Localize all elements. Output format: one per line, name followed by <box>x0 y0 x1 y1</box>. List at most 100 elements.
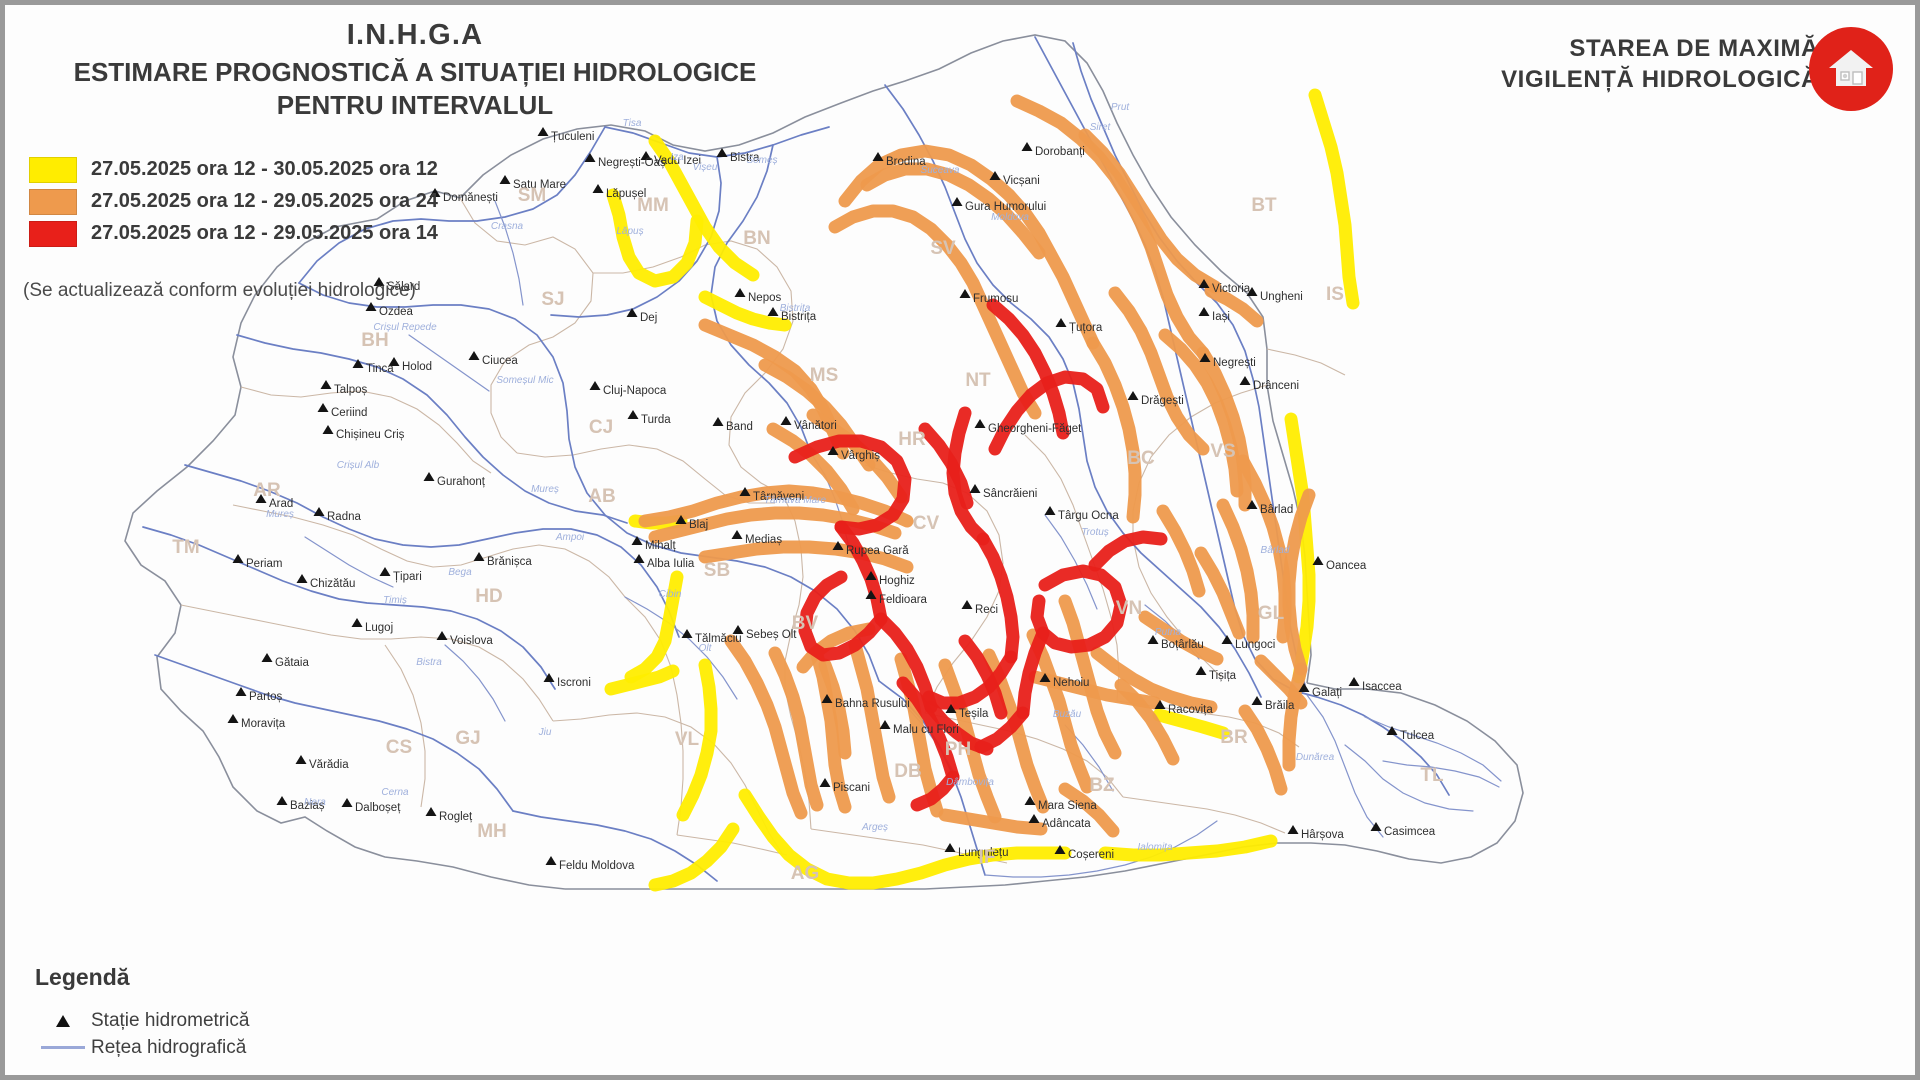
station-label: Negrești-Oaș <box>598 157 666 169</box>
station-marker <box>969 484 981 493</box>
station-marker <box>473 552 485 561</box>
station-label: Țipari <box>393 571 422 583</box>
river-label: Suceava <box>921 165 960 176</box>
station-label: Blaj <box>689 519 708 531</box>
station-marker <box>1021 142 1033 151</box>
station-marker <box>227 714 239 723</box>
update-note: (Se actualizează conform evoluției hidro… <box>23 280 416 301</box>
river-label: Crișul Alb <box>337 460 380 471</box>
station-marker <box>865 590 877 599</box>
station-marker <box>1154 700 1166 709</box>
station-marker <box>317 403 329 412</box>
station-label: Feldu Moldova <box>559 860 635 872</box>
station-label: Negrești <box>1213 357 1256 369</box>
station-marker <box>543 673 555 682</box>
legend-label-yellow: 27.05.2025 ora 12 - 30.05.2025 ora 12 <box>91 158 438 180</box>
river-label: Ialomița <box>1137 842 1172 853</box>
station-marker <box>974 419 986 428</box>
station-marker <box>499 175 511 184</box>
station-label: Gura Humorului <box>965 201 1046 213</box>
county-label: VS <box>1210 441 1235 462</box>
river-label: Mureș <box>531 484 559 495</box>
station-marker <box>1246 500 1258 509</box>
station-marker <box>1055 318 1067 327</box>
station-label: Alba Iulia <box>647 558 695 570</box>
station-label: Domănești <box>443 192 498 204</box>
legend-item-yellow: 27.05.2025 ora 12 - 30.05.2025 ora 12 <box>29 155 438 184</box>
river-label: Putna <box>1155 627 1182 638</box>
station-label: Hoghiz <box>879 575 915 587</box>
station-marker <box>865 571 877 580</box>
flooded-house-icon <box>1809 27 1893 111</box>
station-label: Baziaș <box>290 800 325 812</box>
station-label: Iscroni <box>557 677 591 689</box>
station-label: Moravița <box>241 718 286 730</box>
station-marker <box>1147 635 1159 644</box>
county-label: HR <box>898 429 926 450</box>
station-marker <box>1298 683 1310 692</box>
river-label: Someșul Mic <box>496 375 553 386</box>
station-marker <box>436 631 448 640</box>
river-label: Trotuș <box>1081 527 1109 538</box>
station-label: Chizătău <box>310 578 355 590</box>
station-label: Tișița <box>1209 670 1237 682</box>
county-label: IF <box>979 847 996 868</box>
station-marker <box>712 417 724 426</box>
legend-row-station: Stație hidrometrică <box>35 1007 249 1034</box>
warning-line-2: VIGILENȚĂ HIDROLOGICĂ <box>1501 66 1819 94</box>
station-marker <box>1028 814 1040 823</box>
station-label: Vârghiș <box>841 450 880 462</box>
legend-item-orange: 27.05.2025 ora 12 - 29.05.2025 ora 24 <box>29 187 438 216</box>
river-label: Iza <box>670 152 684 163</box>
county-label: AG <box>791 863 820 884</box>
county-label: GJ <box>455 728 480 749</box>
station-label: Casimcea <box>1384 826 1436 838</box>
romania-map: .border{fill:none;stroke:#8a8f9c;stroke-… <box>124 34 1524 892</box>
station-marker <box>675 515 687 524</box>
station-marker <box>1239 376 1251 385</box>
station-marker <box>537 127 549 136</box>
county-label: CV <box>913 513 940 534</box>
station-marker <box>313 507 325 516</box>
legend-label-station: Stație hidrometrică <box>91 1009 250 1031</box>
station-marker <box>235 687 247 696</box>
station-label: Mara Siena <box>1038 800 1097 812</box>
station-marker <box>872 152 884 161</box>
station-label: Ozdea <box>379 306 413 318</box>
station-marker <box>1221 635 1233 644</box>
station-marker <box>1386 726 1398 735</box>
station-label: Chișineu Criș <box>336 429 405 441</box>
legend-row-river: Rețea hidrografică <box>35 1034 249 1061</box>
swatch-orange <box>29 188 77 215</box>
station-label: Drăgești <box>1141 395 1184 407</box>
station-label: Vadu Izei <box>654 155 701 167</box>
hydrographic-network <box>142 36 1502 882</box>
station-marker <box>1370 822 1382 831</box>
county-label: MS <box>810 365 839 386</box>
station-marker <box>1127 391 1139 400</box>
station-label: Gurahonț <box>437 476 486 488</box>
station-label: Vânători <box>794 420 837 432</box>
county-label: TM <box>172 537 199 558</box>
county-label: TL <box>1420 765 1444 786</box>
river-label: Crasna <box>491 221 524 232</box>
station-marker <box>373 277 385 286</box>
station-marker <box>731 530 743 539</box>
station-marker <box>1044 506 1056 515</box>
river-label: Buzău <box>1053 709 1082 720</box>
county-label: BV <box>792 613 819 634</box>
station-label: Dej <box>640 312 657 324</box>
station-marker <box>545 856 557 865</box>
county-label: SM <box>518 185 547 206</box>
station-marker <box>961 600 973 609</box>
river-line-icon <box>35 1046 91 1049</box>
county-label: BR <box>1220 727 1248 748</box>
station-label: Dalboșeț <box>355 802 401 814</box>
legend-item-red: 27.05.2025 ora 12 - 29.05.2025 ora 14 <box>29 219 438 248</box>
station-label: Brăila <box>1265 700 1295 712</box>
station-marker <box>322 425 334 434</box>
station-label: Sebeș Olt <box>746 629 797 641</box>
station-marker <box>1348 677 1360 686</box>
station-label: Ciucea <box>482 355 518 367</box>
